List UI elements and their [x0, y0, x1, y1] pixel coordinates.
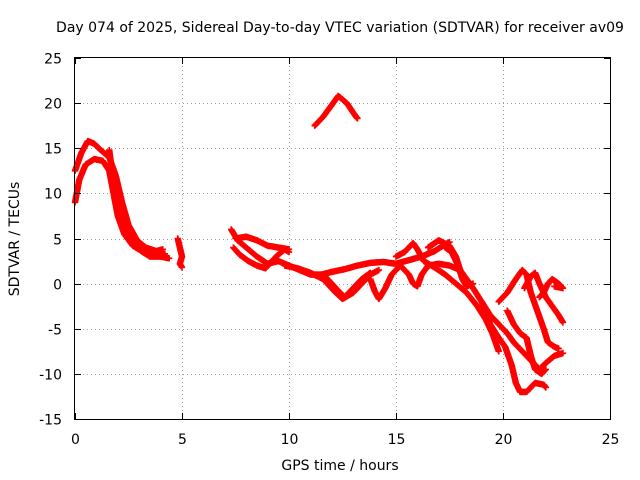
y-tick-label: -5 — [48, 323, 62, 339]
data-point — [559, 349, 567, 357]
x-tick-label: 0 — [71, 432, 80, 448]
data-series-arc-3 — [106, 146, 173, 262]
plot-area — [71, 92, 567, 396]
data-series-arc-9 — [320, 269, 374, 301]
data-point — [285, 246, 293, 253]
y-tick-label: 25 — [44, 52, 62, 68]
data-series-arc-7 — [232, 233, 293, 253]
data-series-arc-18 — [536, 275, 567, 301]
y-tick-label: 15 — [44, 142, 62, 158]
grid-lines — [75, 58, 610, 419]
data-series-arc-13 — [424, 237, 549, 396]
y-tick-label: -15 — [39, 413, 62, 429]
data-series-arc-11 — [367, 260, 464, 303]
data-series-arc-19 — [504, 307, 549, 378]
data-series-arc-17 — [521, 269, 567, 326]
data-point — [375, 266, 383, 274]
x-tick-label: 5 — [178, 432, 187, 448]
data-point — [367, 269, 374, 276]
axes: 0 5 10 15 20 25 -15 -10 -5 0 5 10 15 20 25 — [39, 52, 619, 449]
x-axis-label: GPS time / hours — [281, 458, 398, 474]
data-point — [159, 246, 166, 253]
data-point — [165, 255, 173, 262]
x-tick-label: 20 — [495, 432, 513, 448]
y-tick-label: -10 — [39, 368, 62, 384]
x-tick-label: 10 — [281, 432, 299, 448]
data-point — [542, 366, 549, 373]
data-series-arc-10 — [311, 92, 361, 129]
data-point — [555, 345, 562, 352]
data-point — [354, 115, 361, 122]
data-point — [551, 283, 558, 290]
data-point — [178, 264, 186, 271]
plot-frame — [74, 57, 611, 420]
y-axis-label: SDTVAR / TECUs — [7, 182, 23, 297]
data-series-arc-4 — [174, 235, 186, 271]
y-tick-label: 10 — [44, 187, 62, 203]
data-point — [469, 280, 477, 287]
data-series-arc-14 — [442, 244, 477, 290]
y-tick-label: 20 — [44, 97, 62, 113]
chart-title: Day 074 of 2025, Sidereal Day-to-day VTE… — [56, 20, 624, 36]
data-point — [542, 384, 549, 391]
data-point — [559, 319, 567, 326]
y-tick-label: 0 — [53, 278, 62, 294]
y-tick-label: 5 — [53, 233, 62, 249]
data-point — [495, 348, 502, 355]
x-tick-label: 15 — [388, 432, 406, 448]
x-tick-label: 25 — [602, 432, 620, 448]
